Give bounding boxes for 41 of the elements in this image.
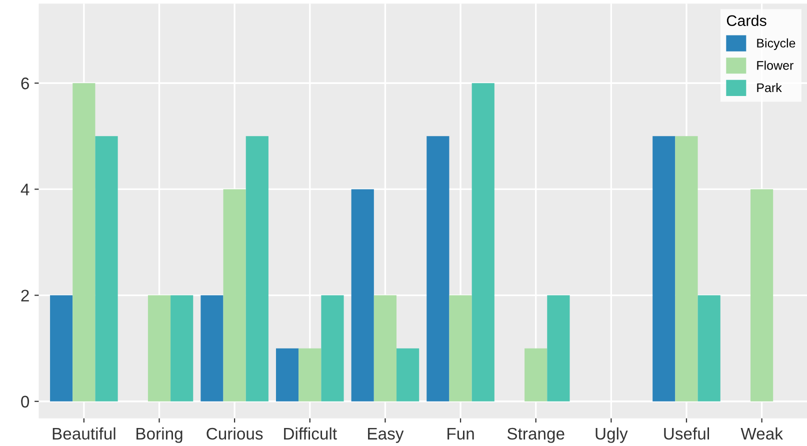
- bar: [750, 189, 774, 402]
- bar: [50, 295, 73, 402]
- bar: [675, 136, 698, 402]
- x-tick-label: Strange: [507, 428, 564, 443]
- x-tick-label: Beautiful: [52, 427, 116, 440]
- bar: [321, 295, 344, 402]
- bar: [148, 295, 171, 402]
- bar: [276, 348, 299, 402]
- bar: [396, 348, 420, 402]
- legend-label: Flower: [757, 60, 794, 70]
- x-tick-label: Useful: [664, 427, 709, 440]
- x-tick-label: Fun: [448, 428, 474, 440]
- bar: [524, 348, 548, 402]
- bar: [351, 189, 374, 402]
- bar: [95, 136, 118, 402]
- bar: [200, 295, 224, 402]
- x-tick-label: Boring: [136, 427, 182, 443]
- legend-label: Park: [757, 83, 782, 92]
- y-tick-label: 6: [21, 78, 29, 90]
- bar: [652, 136, 676, 402]
- x-tick-label: Difficult: [284, 427, 337, 440]
- bar: [472, 83, 494, 402]
- bar: [72, 83, 96, 402]
- bar: [246, 136, 268, 402]
- legend-label: Bicycle: [757, 38, 796, 50]
- y-tick-label: 2: [21, 290, 29, 302]
- legend-title: Cards: [726, 14, 766, 26]
- y-tick-label: 0: [21, 396, 30, 408]
- bar: [170, 295, 194, 402]
- x-tick-label: Easy: [368, 428, 404, 443]
- bar: [698, 295, 720, 402]
- y-tick-label: 4: [20, 184, 30, 196]
- bar: [547, 295, 570, 402]
- bar: [374, 295, 397, 402]
- bar: [223, 189, 246, 402]
- x-tick-label: Curious: [206, 427, 263, 440]
- bar: [449, 295, 472, 402]
- bar: [426, 136, 450, 402]
- x-tick-label: Weak: [740, 427, 783, 440]
- x-tick-label: Ugly: [596, 427, 628, 443]
- bar: [298, 348, 322, 402]
